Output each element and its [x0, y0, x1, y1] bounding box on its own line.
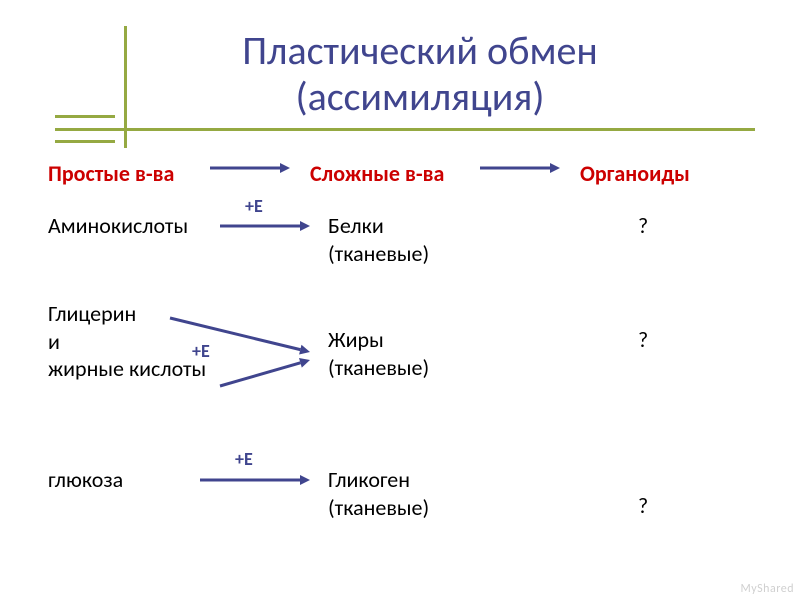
- row1-energy: +Е: [245, 195, 263, 217]
- title-accent-bar-2: [55, 115, 115, 118]
- row2-complex: Жиры(тканевые): [328, 326, 429, 381]
- title-accent-bar-1: [55, 128, 755, 131]
- row3-arrow: [198, 472, 324, 488]
- header-arrow-2: [478, 160, 574, 176]
- col-header-simple: Простые в-ва: [48, 160, 174, 187]
- slide-title: Пластический обмен (ассимиляция): [140, 28, 700, 120]
- row3-energy: +Е: [235, 448, 253, 470]
- row2-organ: ?: [638, 326, 648, 354]
- title-line-2: (ассимиляция): [140, 74, 700, 120]
- row3-organ: ?: [638, 492, 648, 520]
- row1-simple: Аминокислоты: [48, 212, 188, 240]
- row1-complex: Белки(тканевые): [328, 212, 429, 267]
- row1-organ: ?: [638, 212, 648, 240]
- row2-arrow-bottom: [218, 352, 324, 394]
- row3-complex: Гликоген(тканевые): [328, 466, 429, 521]
- title-accent-bar-3: [55, 140, 115, 143]
- row3-simple: глюкоза: [48, 466, 123, 494]
- watermark: MyShared: [740, 582, 794, 596]
- col-header-organ: Органоиды: [580, 160, 690, 187]
- title-accent-bar-v: [124, 26, 127, 148]
- header-arrow-1: [208, 160, 304, 176]
- title-line-1: Пластический обмен: [140, 28, 700, 74]
- col-header-complex: Сложные в-ва: [310, 160, 444, 187]
- row1-arrow: [218, 218, 324, 234]
